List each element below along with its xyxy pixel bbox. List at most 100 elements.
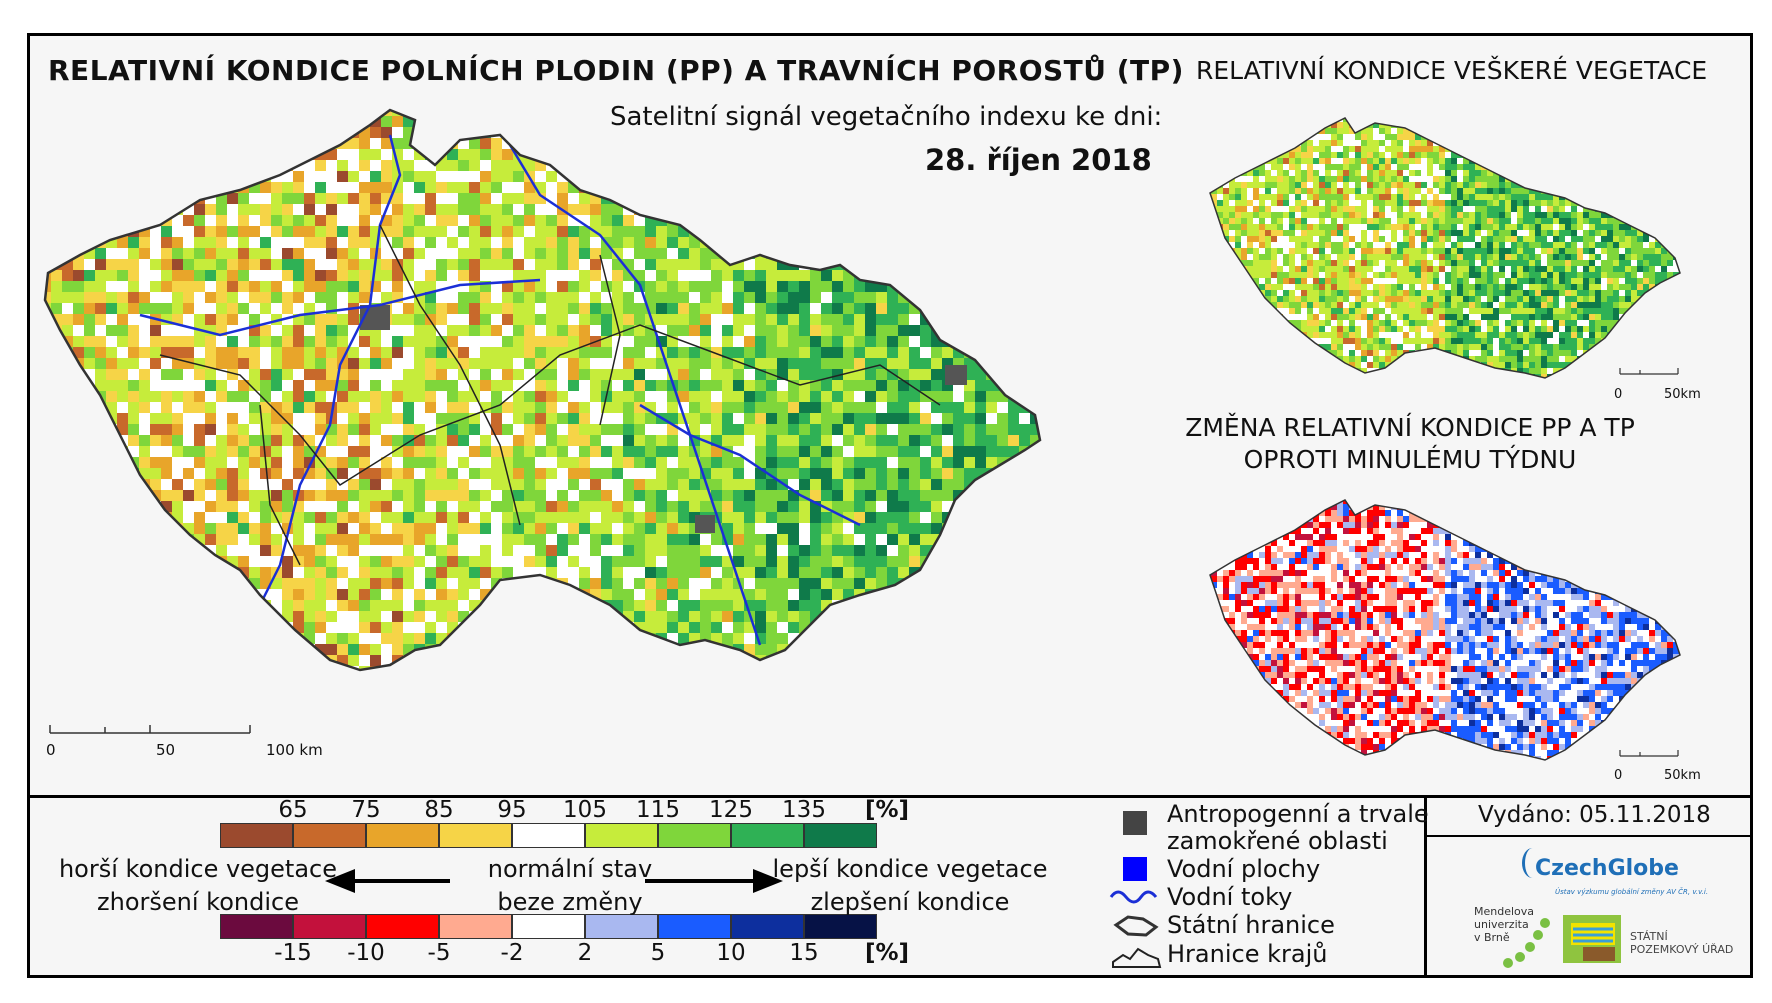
condition-swatch (585, 823, 658, 848)
change-swatch (512, 914, 585, 939)
caption-normal-state: normální stav (487, 855, 653, 883)
czechglobe-logo-icon (1522, 848, 1543, 878)
legend-arrows (325, 869, 783, 893)
all-vegetation-title: RELATIVNÍ KONDICE VEŠKERÉ VEGETACE (1196, 56, 1708, 85)
change-map (1209, 499, 1681, 761)
condition-swatch (366, 823, 439, 848)
legend-divider (27, 795, 1753, 798)
change-tick-label: 10 (716, 940, 746, 966)
change-colorbar (220, 914, 877, 939)
mini2-scale-0: 0 (1614, 768, 1623, 783)
caption-worsening: zhoršení kondice (97, 888, 299, 916)
spu-logo-icon (1563, 915, 1621, 963)
condition-tick-label: 65 (278, 797, 308, 823)
condition-swatch (293, 823, 366, 848)
czechglobe-subtitle: Ústav výzkumu globální změny AV ČR, v.v.… (1555, 888, 1709, 896)
condition-colorbar (220, 823, 877, 848)
river-labe (139, 278, 541, 337)
change-tick-label: 15 (789, 940, 819, 966)
mini1-border (1209, 117, 1681, 379)
change-swatch (220, 914, 293, 939)
change-swatch (804, 914, 877, 939)
brno-area (695, 515, 715, 533)
scale-tick-50: 50 (156, 741, 176, 759)
caption-worse-condition: horší kondice vegetace (58, 855, 338, 883)
condition-unit: [%] (865, 797, 910, 823)
scale-tick-100: 100 km (266, 741, 323, 759)
czechglobe-logo: CzechGlobe (1535, 856, 1679, 881)
condition-swatch (220, 823, 293, 848)
condition-tick-label: 135 (782, 797, 826, 823)
caption-no-change: beze změny (497, 888, 643, 916)
condition-tick-label: 75 (351, 797, 381, 823)
date-label: 28. říjen 2018 (925, 143, 1152, 177)
mini2-scale-50: 50km (1664, 768, 1701, 783)
condition-tick-label: 85 (424, 797, 454, 823)
condition-tick-label: 115 (636, 797, 680, 823)
change-tick-label: -5 (427, 940, 451, 966)
issued-divider (1424, 835, 1753, 837)
region-border-icon (1112, 947, 1162, 968)
state-border-icon (1113, 915, 1159, 937)
legend-vertical-divider (1424, 795, 1427, 978)
legend-water-areas: Vodní plochy (1167, 855, 1321, 883)
mini2-scale-bar (1619, 750, 1679, 757)
condition-swatch (804, 823, 877, 848)
spu-logo-text: STÁTNÍ POZEMKOVÝ ÚŘAD (1630, 930, 1734, 956)
mini2-border (1209, 499, 1681, 761)
caption-improvement: zlepšení kondice (810, 888, 1010, 916)
all-vegetation-grid (1210, 118, 1680, 378)
change-tick-label: -15 (274, 940, 312, 966)
change-swatch (366, 914, 439, 939)
change-tick-label: -10 (347, 940, 385, 966)
river-dyje (639, 403, 861, 527)
change-tick-label: 2 (577, 940, 593, 966)
change-swatch (731, 914, 804, 939)
condition-swatch (731, 823, 804, 848)
anthropogenic-swatch (1123, 811, 1147, 835)
legend-regions: Hranice krajů (1167, 940, 1328, 968)
condition-swatch (439, 823, 512, 848)
main-map-grid (45, 110, 1040, 670)
change-title: ZMĚNA RELATIVNÍ KONDICE PP A TP OPROTI M… (1185, 413, 1635, 474)
legend-state-border: Státní hranice (1167, 911, 1335, 939)
scale-tick-0: 0 (46, 741, 56, 759)
river-morava (508, 144, 762, 646)
legend-line-symbols (1109, 890, 1162, 968)
state-border (43, 108, 1042, 672)
condition-swatch (658, 823, 731, 848)
condition-tick-label: 95 (497, 797, 527, 823)
legend-anthropogenic-1: Antropogenní a trvale (1167, 800, 1429, 828)
mini1-scale-0: 0 (1614, 387, 1623, 402)
change-swatch (293, 914, 366, 939)
condition-tick-label: 105 (563, 797, 607, 823)
change-swatch (439, 914, 512, 939)
change-grid (1210, 500, 1680, 760)
ostrava-area (945, 365, 967, 385)
change-tick-label: 5 (650, 940, 666, 966)
change-swatch (585, 914, 658, 939)
caption-better-condition: lepší kondice vegetace (772, 855, 1048, 883)
mendel-dots-icon (1503, 918, 1550, 968)
mendel-logo: Mendelova univerzita v Brně (1474, 905, 1535, 944)
legend-anthropogenic-2: zamokřené oblasti (1167, 827, 1388, 855)
region-borders (159, 224, 941, 566)
main-title: RELATIVNÍ KONDICE POLNÍCH PLODIN (PP) A … (48, 54, 1184, 87)
change-unit: [%] (865, 940, 910, 966)
condition-swatch (512, 823, 585, 848)
river-icon (1109, 890, 1158, 904)
right-arrow-icon (645, 869, 783, 893)
subtitle: Satelitní signál vegetačního indexu ke d… (610, 102, 1163, 132)
main-scale-bar (49, 725, 251, 734)
mini1-scale-bar (1619, 368, 1679, 375)
condition-tick-label: 125 (709, 797, 753, 823)
mini1-scale-50: 50km (1664, 387, 1701, 402)
main-map (43, 108, 1042, 734)
left-arrow-icon (325, 869, 450, 893)
legend-rivers: Vodní toky (1167, 883, 1293, 911)
change-tick-label: -2 (500, 940, 524, 966)
issued-date: Vydáno: 05.11.2018 (1478, 802, 1711, 828)
all-vegetation-map (1209, 117, 1681, 379)
change-swatch (658, 914, 731, 939)
water-swatch (1123, 857, 1147, 881)
